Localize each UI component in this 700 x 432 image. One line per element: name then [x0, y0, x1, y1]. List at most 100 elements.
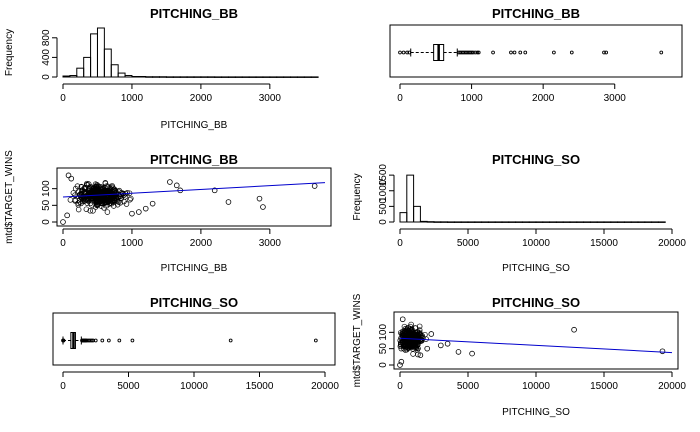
histogram-bar	[221, 76, 229, 78]
histogram-bar	[569, 221, 578, 223]
data-point	[88, 202, 95, 208]
data-point	[142, 205, 149, 212]
y-tick-label: 0	[41, 74, 52, 80]
histogram-bar	[610, 221, 619, 223]
x-tick-label: 3000	[259, 238, 282, 249]
y-tick-label: 1500	[378, 164, 389, 187]
outlier-point	[471, 50, 475, 55]
x-tick-label: 2000	[190, 238, 213, 249]
x-tick-label: 0	[60, 381, 66, 392]
outlier-point	[512, 50, 517, 55]
outlier-point	[313, 338, 318, 343]
outlier-point	[602, 50, 606, 55]
chart-title: PITCHING_SO	[150, 295, 238, 310]
histogram-bar	[426, 221, 435, 223]
x-axis-label: PITCHING_SO	[502, 263, 570, 274]
data-point	[110, 195, 116, 202]
x-tick-label: 1000	[121, 93, 144, 104]
x-tick-label: 10000	[522, 381, 550, 392]
x-tick-label: 5000	[457, 238, 480, 249]
data-point	[397, 362, 403, 368]
x-axis-label: PITCHING_BB	[161, 263, 228, 274]
data-point	[659, 348, 666, 355]
outlier-point	[130, 338, 135, 343]
outlier-point	[469, 50, 474, 55]
histogram-bar	[630, 221, 639, 223]
data-point	[98, 203, 104, 209]
histogram-bar	[290, 76, 298, 78]
histogram-p1: PITCHING_BB PITCHING_BB Frequency 0 1000 2000…	[4, 6, 319, 131]
histogram-bar	[200, 76, 209, 78]
data-point	[402, 343, 409, 350]
data-point	[410, 330, 416, 337]
data-point	[90, 193, 96, 199]
y-tick-label: 400	[41, 49, 52, 66]
y-axis-label: mtd$TARGET_WINS	[352, 293, 363, 387]
x-tick-label: 15000	[590, 238, 618, 249]
data-point	[444, 340, 451, 347]
histogram-bar	[413, 205, 421, 223]
y-tick-label: 0	[41, 219, 52, 225]
chart-title: PITCHING_BB	[150, 152, 238, 167]
histogram-bar	[487, 221, 496, 223]
histogram-bar	[651, 221, 659, 223]
histogram-bar	[110, 64, 119, 78]
data-point	[123, 201, 130, 207]
outlier-point	[475, 50, 480, 55]
histogram-bar	[234, 76, 243, 78]
outlier-point	[106, 338, 111, 343]
data-point	[94, 184, 101, 191]
data-point	[403, 334, 409, 340]
outlier-point	[61, 338, 66, 343]
data-point	[112, 187, 119, 194]
regression-line	[62, 182, 326, 198]
data-point	[409, 336, 416, 343]
x-tick-label: 0	[60, 93, 66, 104]
histogram-bar	[399, 212, 408, 223]
data-point	[173, 182, 180, 189]
data-point	[149, 200, 156, 207]
histogram-bar	[248, 76, 257, 78]
data-point	[416, 323, 423, 330]
data-point	[415, 351, 421, 358]
y-axis-label: mtd$TARGET_WINS	[4, 150, 15, 244]
data-point	[260, 204, 266, 210]
y-tick-label: 800	[41, 29, 52, 46]
data-point	[87, 208, 93, 214]
histogram-bar	[467, 221, 476, 223]
x-tick-label: 2000	[532, 93, 555, 104]
data-point	[129, 210, 135, 217]
histogram-bar	[96, 27, 105, 78]
histogram-bar	[276, 76, 285, 78]
data-point	[136, 209, 142, 215]
data-point	[428, 331, 435, 337]
y-tick-label: 50	[378, 343, 389, 355]
histogram-bar	[255, 76, 264, 78]
histogram-bar	[262, 76, 271, 78]
y-tick-label: 1000	[378, 179, 389, 202]
data-point	[102, 199, 109, 205]
data-point	[225, 199, 232, 205]
histogram-bar	[562, 221, 571, 223]
x-tick-label: 20000	[658, 238, 686, 249]
outlier-point	[89, 338, 94, 343]
data-point	[402, 328, 408, 334]
histogram-bar	[549, 221, 557, 223]
scatter-p6: PITCHING_SO PITCHING_SO mtd$TARGET_WINS 0 50…	[352, 293, 686, 418]
histogram-bar	[145, 76, 154, 78]
chart-title: PITCHING_BB	[150, 6, 238, 21]
y-tick-label: 100	[378, 324, 389, 341]
data-point	[571, 326, 577, 333]
histogram-bar	[117, 72, 126, 78]
histogram-bar	[152, 76, 161, 78]
y-tick-label: 500	[378, 198, 389, 215]
data-point	[417, 352, 424, 359]
data-point	[83, 206, 90, 212]
data-point	[64, 212, 70, 219]
regression-line	[399, 337, 673, 354]
data-point	[94, 188, 101, 194]
chart-title: PITCHING_SO	[492, 295, 580, 310]
histogram-bar	[447, 221, 455, 223]
x-tick-label: 3000	[604, 93, 627, 104]
